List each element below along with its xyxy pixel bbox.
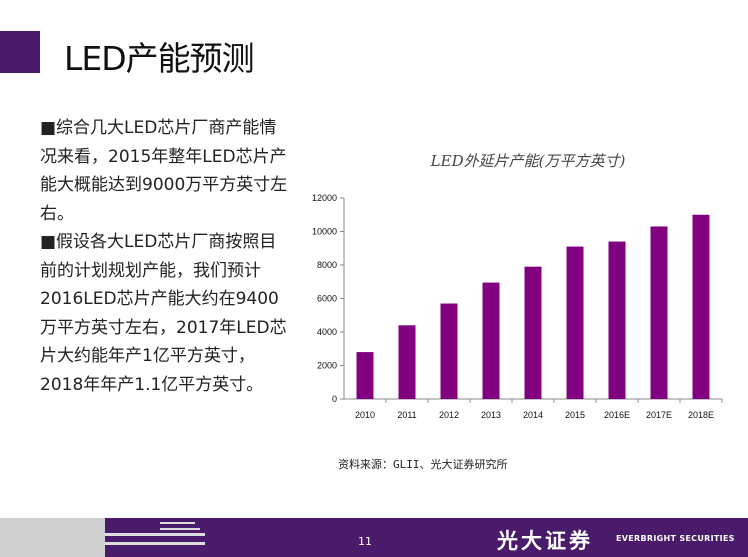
logo-block — [0, 31, 40, 73]
y-tick-label: 8000 — [317, 260, 337, 270]
bar-2016E — [608, 241, 626, 399]
bar-2011 — [398, 325, 416, 399]
y-tick-label: 12000 — [312, 193, 337, 203]
bullet-list: ■综合几大LED芯片厂商产能情况来看，2015年整年LED芯片产能大概能达到90… — [40, 114, 290, 399]
x-tick-label: 2017E — [646, 410, 672, 420]
bar-2017E — [650, 226, 668, 399]
footer-gray-block — [0, 518, 105, 557]
chart-title: LED外延片产能(万平方英寸) — [430, 152, 626, 170]
footer-stripe — [160, 528, 200, 530]
footer-band: 11 光大证券 EVERBRIGHT SECURITIES — [0, 518, 748, 557]
bar-2015 — [566, 246, 584, 399]
footer-stripe — [105, 542, 205, 545]
bullet-item: ■综合几大LED芯片厂商产能情况来看，2015年整年LED芯片产能大概能达到90… — [40, 118, 288, 224]
bar-2018E — [692, 214, 710, 399]
bar-2013 — [482, 282, 500, 399]
bullet-item: ■假设各大LED芯片厂商按照目前的计划规划产能，我们预计2016LED芯片产能大… — [40, 232, 287, 395]
bar-2010 — [356, 352, 374, 399]
x-tick-label: 2018E — [688, 410, 714, 420]
x-tick-label: 2013 — [481, 410, 501, 420]
footer-stripe — [105, 533, 205, 536]
footer-stripe — [160, 522, 195, 524]
x-tick-label: 2015 — [565, 410, 585, 420]
bar-2012 — [440, 303, 458, 399]
bar-2014 — [524, 266, 542, 399]
page-title: LED产能预测 — [64, 39, 255, 78]
x-tick-label: 2016E — [604, 410, 630, 420]
source-note: 资料来源：GLII、光大证券研究所 — [338, 458, 508, 471]
x-tick-label: 2012 — [439, 410, 459, 420]
y-tick-label: 10000 — [312, 227, 337, 237]
brand-name-cn: 光大证券 — [497, 528, 593, 553]
brand-name-en: EVERBRIGHT SECURITIES — [616, 534, 735, 543]
x-tick-label: 2014 — [523, 410, 543, 420]
y-tick-label: 2000 — [317, 361, 337, 371]
x-tick-label: 2010 — [355, 410, 375, 420]
x-tick-label: 2011 — [397, 410, 416, 420]
bar-chart: LED外延片产能(万平方英寸) 0 2000 4000 6000 8000 10000 12… — [312, 152, 723, 420]
page-number: 11 — [358, 535, 372, 548]
y-tick-label: 0 — [332, 394, 337, 404]
y-tick-label: 6000 — [317, 294, 337, 304]
y-tick-label: 4000 — [317, 327, 337, 337]
